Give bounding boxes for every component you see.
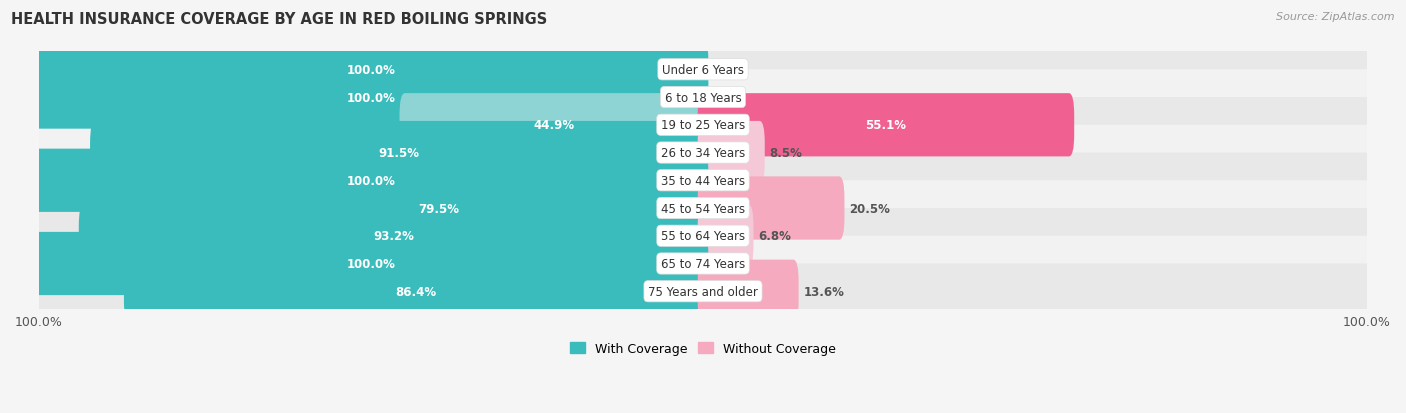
Legend: With Coverage, Without Coverage: With Coverage, Without Coverage bbox=[565, 337, 841, 360]
Text: 65 to 74 Years: 65 to 74 Years bbox=[661, 257, 745, 271]
Text: 55.1%: 55.1% bbox=[866, 119, 907, 132]
Text: 0.0%: 0.0% bbox=[713, 64, 745, 76]
FancyBboxPatch shape bbox=[35, 264, 1371, 319]
FancyBboxPatch shape bbox=[35, 153, 1371, 209]
FancyBboxPatch shape bbox=[35, 43, 1371, 98]
Text: 20.5%: 20.5% bbox=[849, 202, 890, 215]
FancyBboxPatch shape bbox=[90, 121, 709, 185]
FancyBboxPatch shape bbox=[697, 204, 754, 268]
FancyBboxPatch shape bbox=[124, 260, 709, 323]
Text: 13.6%: 13.6% bbox=[803, 285, 844, 298]
Text: 100.0%: 100.0% bbox=[346, 257, 395, 271]
FancyBboxPatch shape bbox=[35, 126, 1371, 181]
FancyBboxPatch shape bbox=[697, 177, 845, 240]
Text: 91.5%: 91.5% bbox=[378, 147, 420, 160]
Text: 86.4%: 86.4% bbox=[395, 285, 437, 298]
FancyBboxPatch shape bbox=[79, 204, 709, 268]
Text: 75 Years and older: 75 Years and older bbox=[648, 285, 758, 298]
FancyBboxPatch shape bbox=[697, 121, 765, 185]
Text: 79.5%: 79.5% bbox=[419, 202, 460, 215]
Text: 26 to 34 Years: 26 to 34 Years bbox=[661, 147, 745, 160]
FancyBboxPatch shape bbox=[35, 98, 1371, 153]
FancyBboxPatch shape bbox=[697, 260, 799, 323]
Text: 100.0%: 100.0% bbox=[346, 174, 395, 188]
FancyBboxPatch shape bbox=[35, 70, 1371, 126]
Text: 0.0%: 0.0% bbox=[713, 91, 745, 104]
FancyBboxPatch shape bbox=[170, 177, 709, 240]
Text: 44.9%: 44.9% bbox=[533, 119, 575, 132]
Text: 35 to 44 Years: 35 to 44 Years bbox=[661, 174, 745, 188]
Text: 55 to 64 Years: 55 to 64 Years bbox=[661, 230, 745, 243]
Text: 100.0%: 100.0% bbox=[346, 91, 395, 104]
FancyBboxPatch shape bbox=[399, 94, 709, 157]
Text: HEALTH INSURANCE COVERAGE BY AGE IN RED BOILING SPRINGS: HEALTH INSURANCE COVERAGE BY AGE IN RED … bbox=[11, 12, 547, 27]
Text: 8.5%: 8.5% bbox=[769, 147, 803, 160]
Text: Source: ZipAtlas.com: Source: ZipAtlas.com bbox=[1277, 12, 1395, 22]
FancyBboxPatch shape bbox=[697, 94, 1074, 157]
Text: 0.0%: 0.0% bbox=[713, 257, 745, 271]
Text: 0.0%: 0.0% bbox=[713, 174, 745, 188]
Text: 100.0%: 100.0% bbox=[346, 64, 395, 76]
FancyBboxPatch shape bbox=[35, 209, 1371, 264]
Text: 6.8%: 6.8% bbox=[758, 230, 792, 243]
Text: 6 to 18 Years: 6 to 18 Years bbox=[665, 91, 741, 104]
FancyBboxPatch shape bbox=[34, 149, 709, 212]
FancyBboxPatch shape bbox=[35, 236, 1371, 292]
Text: 93.2%: 93.2% bbox=[373, 230, 413, 243]
FancyBboxPatch shape bbox=[34, 66, 709, 129]
FancyBboxPatch shape bbox=[35, 181, 1371, 236]
FancyBboxPatch shape bbox=[34, 232, 709, 295]
Text: Under 6 Years: Under 6 Years bbox=[662, 64, 744, 76]
Text: 45 to 54 Years: 45 to 54 Years bbox=[661, 202, 745, 215]
FancyBboxPatch shape bbox=[34, 38, 709, 102]
Text: 19 to 25 Years: 19 to 25 Years bbox=[661, 119, 745, 132]
